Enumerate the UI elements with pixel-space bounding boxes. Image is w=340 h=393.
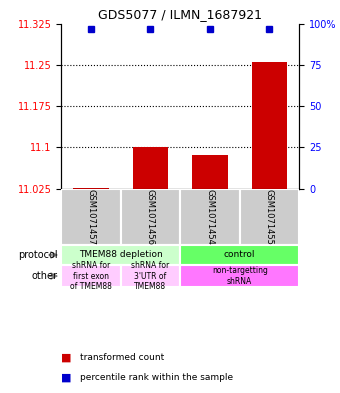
Text: shRNA for
3'UTR of
TMEM88: shRNA for 3'UTR of TMEM88 (131, 261, 170, 291)
Bar (121, 189, 180, 244)
Bar (180, 265, 299, 287)
Text: ■: ■ (61, 353, 72, 363)
Bar (133, 147, 168, 189)
Bar (73, 187, 109, 189)
Bar (180, 244, 299, 265)
Bar (180, 189, 240, 244)
Text: percentile rank within the sample: percentile rank within the sample (80, 373, 233, 382)
Text: ■: ■ (61, 372, 72, 382)
Text: TMEM88 depletion: TMEM88 depletion (79, 250, 163, 259)
Bar (121, 265, 180, 287)
Text: non-targetting
shRNA: non-targetting shRNA (212, 266, 268, 286)
Bar (240, 189, 299, 244)
Text: transformed count: transformed count (80, 353, 164, 362)
Title: GDS5077 / ILMN_1687921: GDS5077 / ILMN_1687921 (98, 8, 262, 21)
Text: GSM1071456: GSM1071456 (146, 189, 155, 244)
Bar (61, 265, 121, 287)
Bar (252, 62, 287, 189)
Text: protocol: protocol (18, 250, 58, 260)
Bar (61, 189, 121, 244)
Text: control: control (224, 250, 255, 259)
Text: other: other (32, 271, 58, 281)
Bar (192, 154, 228, 189)
Text: shRNA for
first exon
of TMEM88: shRNA for first exon of TMEM88 (70, 261, 112, 291)
Bar (61, 244, 180, 265)
Text: GSM1071457: GSM1071457 (86, 189, 96, 244)
Text: GSM1071455: GSM1071455 (265, 189, 274, 244)
Text: GSM1071454: GSM1071454 (205, 189, 215, 244)
